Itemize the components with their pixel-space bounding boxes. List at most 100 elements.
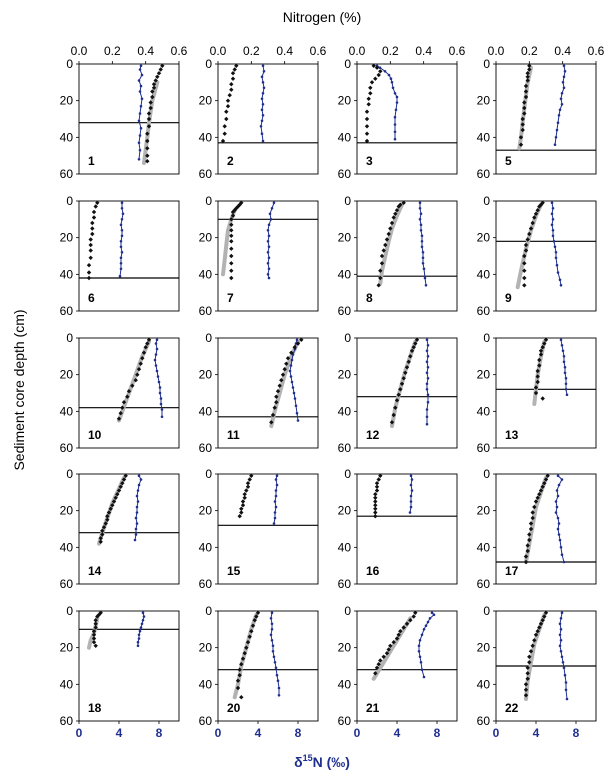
d15n-point (139, 478, 143, 481)
d15n-point (135, 522, 139, 525)
depth-tick-label: 40 (60, 267, 74, 281)
d15n-point (138, 68, 142, 71)
d15n-point (155, 369, 159, 373)
d15n-point (269, 617, 273, 620)
nitrogen-point (366, 96, 371, 101)
nitrogen-point (229, 253, 234, 259)
d15n-point (261, 64, 265, 68)
nitrogen-point (229, 82, 234, 87)
depth-tick-label: 0 (66, 194, 73, 208)
nitrogen-point (151, 82, 157, 87)
depth-tick-label: 20 (477, 504, 491, 518)
d15n-point (554, 136, 558, 139)
panel-label: 5 (505, 154, 512, 168)
nitrogen-point (533, 211, 539, 216)
d15n-point (267, 223, 271, 227)
nitrogen-point (373, 510, 378, 515)
d15n-point (420, 633, 424, 637)
d15n-point (426, 355, 430, 358)
d15n-point (267, 276, 271, 280)
d15n-point (409, 494, 413, 498)
nitrogen-point (374, 665, 380, 670)
d15n-point (560, 553, 564, 556)
nitrogen-tick-label: 0.4 (415, 44, 432, 58)
d15n-point (550, 201, 554, 205)
d15n-point (141, 611, 145, 615)
nitrogen-point (98, 539, 103, 544)
d15n-point (135, 494, 139, 498)
nitrogen-point (222, 124, 227, 129)
depth-tick-label: 60 (60, 577, 74, 591)
panel-frame (495, 63, 597, 175)
nitrogen-point (225, 98, 231, 103)
nitrogen-point (535, 379, 540, 385)
nitrogen-point (270, 412, 276, 418)
depth-tick-label: 40 (338, 130, 352, 144)
nitrogen-point (525, 665, 530, 670)
nitrogen-point (520, 116, 525, 122)
d15n-tick-label: 4 (533, 726, 540, 740)
nitrogen-point (239, 695, 244, 700)
d15n-point (260, 119, 264, 123)
depth-tick-label: 0 (66, 331, 73, 345)
nitrogen-point (523, 248, 529, 253)
nitrogen-point (396, 392, 401, 397)
nitrogen-point (244, 488, 249, 493)
d15n-point (135, 505, 139, 509)
nitrogen-point (364, 131, 370, 136)
d15n-point (288, 369, 292, 373)
d15n-point (562, 360, 566, 364)
d15n-point (154, 342, 158, 345)
nitrogen-point (525, 676, 530, 681)
d15n-point (119, 245, 123, 249)
nitrogen-point (277, 383, 282, 388)
d15n-point (260, 97, 264, 101)
nitrogen-point (146, 111, 152, 116)
d15n-point (555, 128, 559, 132)
depth-tick-label: 60 (477, 441, 491, 455)
nitrogen-point (224, 116, 229, 122)
panel-frame (356, 200, 458, 312)
d15n-point (157, 380, 161, 384)
d15n-point (559, 284, 563, 287)
panel-frame (217, 610, 319, 722)
nitrogen-point (90, 231, 95, 237)
nitrogen-point (93, 643, 98, 648)
nitrogen-point (523, 687, 529, 692)
depth-tick-label: 0 (483, 331, 490, 345)
nitrogen-point (535, 368, 540, 374)
d15n-tick-label: 0 (215, 726, 222, 740)
nitrogen-point (364, 109, 370, 114)
depth-tick-label: 20 (199, 504, 213, 518)
depth-tick-label: 0 (205, 57, 212, 71)
panel-label: 14 (88, 564, 102, 578)
d15n-point (409, 505, 413, 509)
d15n-point (120, 218, 124, 221)
depth-tick-label: 20 (199, 368, 213, 382)
nitrogen-point (145, 131, 150, 136)
depth-tick-label: 0 (344, 57, 351, 71)
d15n-point (564, 377, 568, 380)
d15n-point (268, 212, 272, 216)
nitrogen-point (125, 394, 130, 399)
d15n-point (120, 207, 124, 210)
nitrogen-point (145, 341, 150, 346)
depth-tick-label: 40 (199, 130, 213, 144)
depth-tick-label: 20 (60, 641, 74, 655)
panel-label: 20 (227, 701, 241, 715)
d15n-point (140, 73, 144, 77)
d15n-point (564, 681, 568, 684)
d15n-point (274, 494, 278, 498)
depth-tick-label: 60 (60, 441, 74, 455)
nitrogen-point (523, 89, 529, 94)
d15n-point (138, 112, 142, 115)
nitrogen-point (386, 231, 391, 237)
d15n-point (294, 404, 298, 408)
d15n-point (556, 494, 560, 498)
nitrogen-point (249, 629, 254, 634)
d15n-series-line (273, 475, 278, 524)
nitrogen-point (153, 78, 158, 83)
nitrogen-point (374, 488, 380, 493)
nitrogen-point (242, 651, 247, 656)
depth-tick-label: 20 (338, 368, 352, 382)
